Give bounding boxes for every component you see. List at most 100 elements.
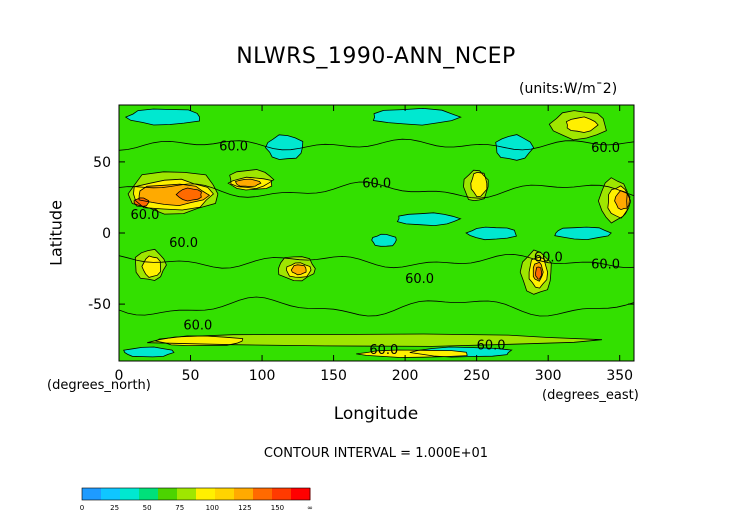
chart-title: NLWRS_1990-ANN_NCEP	[236, 44, 516, 69]
units-label: (units:W/m¯2)	[519, 81, 618, 97]
contour-label: 60.0	[591, 258, 620, 273]
contour-region-95	[566, 116, 599, 133]
contour-line	[147, 333, 603, 347]
colorbar-tick-label: 0	[80, 504, 84, 512]
colorbar-tick-label: 50	[143, 504, 152, 512]
contour-line	[463, 169, 489, 202]
colorbar-tick-label: 150	[271, 504, 284, 512]
colorbar-tick-label: 125	[238, 504, 251, 512]
contour-line	[123, 346, 175, 358]
y-axis-ticks: -50 0 50	[88, 155, 634, 313]
contour-line	[277, 256, 316, 282]
contour-line	[138, 183, 211, 207]
contour-line	[607, 185, 632, 219]
contour-line	[154, 335, 244, 347]
colorbar-tick-label: 100	[206, 504, 219, 512]
contour-label: 60.0	[405, 272, 434, 287]
contour-line	[127, 171, 219, 215]
contour-line	[565, 116, 599, 133]
contour-line	[356, 349, 468, 358]
y-axis-label: Latitude	[46, 200, 66, 266]
x-tick-label: 200	[392, 368, 419, 384]
x-tick-label: 0	[115, 368, 124, 384]
contour-line	[372, 107, 462, 126]
contour-region-80	[147, 334, 602, 347]
x-axis-ticks: 0 50 100 150 200 250 300 350	[115, 105, 633, 384]
contour-line	[597, 177, 628, 224]
filled-contour-regions	[119, 105, 634, 361]
contour-region-40	[371, 234, 397, 247]
contour-label: 60.0	[369, 343, 398, 358]
contour-line	[465, 226, 517, 241]
contour-line	[119, 138, 634, 151]
x-tick-label: 300	[535, 368, 562, 384]
x-axis-unit-note: (degrees_east)	[542, 388, 639, 403]
x-tick-label: 150	[320, 368, 347, 384]
contour-label: 60.0	[183, 319, 212, 334]
contour-region-130	[134, 197, 149, 207]
contour-region-40	[265, 134, 303, 160]
contour-line	[535, 266, 543, 280]
colorbar-swatch	[158, 488, 178, 500]
contour-region-115	[291, 264, 307, 275]
contour-lines	[119, 107, 634, 358]
contour-line	[470, 171, 488, 198]
contour-interval-note: CONTOUR INTERVAL = 1.000E+01	[263, 446, 489, 461]
field-background	[119, 105, 634, 361]
y-tick-label: -50	[88, 297, 111, 313]
contour-line	[134, 248, 167, 281]
colorbar-frame	[81, 487, 311, 501]
contour-label: 60.0	[219, 140, 248, 155]
colorbar-swatch	[177, 488, 197, 500]
contour-region-40	[397, 212, 461, 226]
contour-line	[141, 255, 162, 278]
x-tick-label: 50	[182, 368, 200, 384]
contour-label: 60.0	[169, 236, 198, 251]
contour-line	[528, 256, 549, 289]
colorbar-swatch	[196, 488, 216, 500]
contour-region-40	[554, 227, 612, 240]
contour-line	[290, 264, 307, 276]
contour-line	[119, 296, 634, 317]
contour-region-95	[356, 350, 468, 358]
contour-region-115	[235, 179, 261, 187]
contour-line	[495, 134, 535, 161]
contour-region-95	[141, 256, 161, 278]
contour-region-130	[535, 267, 542, 280]
contour-line	[119, 181, 634, 199]
colorbar-swatch	[139, 488, 159, 500]
contour-line	[265, 134, 304, 160]
contour-line	[409, 346, 513, 358]
contour-line	[519, 249, 552, 295]
contour-label-group: 60.0 60.0 60.0 60.0 60.0 60.0 60.0 60.0 60.0 60.0…	[130, 140, 620, 358]
contour-line	[532, 261, 544, 282]
colorbar-tick-label: ∞	[307, 504, 313, 512]
contour-line	[554, 226, 612, 241]
contour-label: 60.0	[591, 141, 620, 156]
contour-region-115	[614, 190, 630, 210]
contour-line	[124, 108, 201, 126]
contour-line	[371, 233, 397, 247]
contour-region-40	[495, 134, 534, 161]
contour-label: 60.0	[362, 176, 391, 191]
y-tick-label: 50	[93, 155, 111, 171]
colorbar-swatch	[234, 488, 254, 500]
contour-line	[396, 212, 462, 227]
contour-line	[175, 187, 202, 202]
contour-region-40	[125, 109, 200, 125]
x-tick-label: 250	[463, 368, 490, 384]
colorbar-tick-label: 75	[175, 504, 184, 512]
contour-region-130	[176, 188, 202, 201]
contour-line	[229, 169, 275, 190]
colorbar-tick-label: 25	[110, 504, 119, 512]
contour-line	[133, 197, 150, 207]
contour-line	[548, 110, 607, 141]
colorbar-swatch	[101, 488, 121, 500]
contour-region-95	[470, 172, 487, 197]
colorbar-swatch	[272, 488, 292, 500]
contour-label: 60.0	[130, 208, 159, 223]
colorbar-swatch	[291, 488, 311, 500]
colorbar-swatch	[82, 488, 102, 500]
contour-line	[119, 253, 634, 269]
